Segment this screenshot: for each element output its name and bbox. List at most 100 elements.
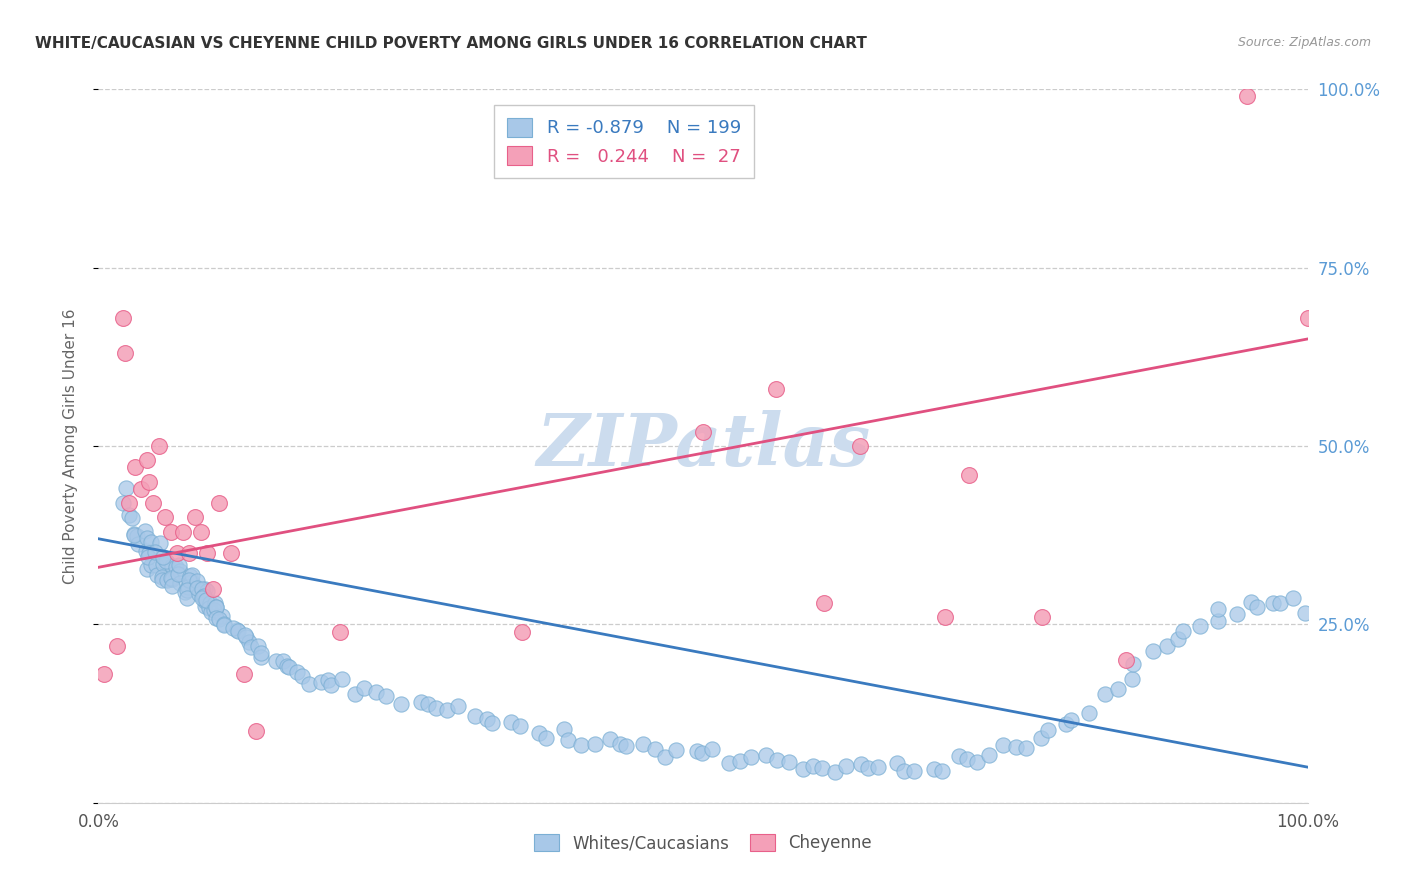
Point xyxy=(138,475,160,489)
Y-axis label: Child Poverty Among Girls Under 16: Child Poverty Among Girls Under 16 xyxy=(63,309,77,583)
Point xyxy=(922,762,945,776)
Text: WHITE/CAUCASIAN VS CHEYENNE CHILD POVERTY AMONG GIRLS UNDER 16 CORRELATION CHART: WHITE/CAUCASIAN VS CHEYENNE CHILD POVERT… xyxy=(35,36,868,51)
Point xyxy=(298,677,321,691)
Point xyxy=(436,703,458,717)
Point xyxy=(553,722,575,736)
Point xyxy=(1060,713,1083,727)
Point xyxy=(977,747,1000,762)
Point xyxy=(536,731,558,745)
Point xyxy=(118,508,141,522)
Point xyxy=(1294,606,1316,620)
Point xyxy=(187,587,209,601)
Point xyxy=(264,654,287,668)
Point xyxy=(849,757,872,772)
Point xyxy=(1121,672,1143,686)
Point xyxy=(993,738,1015,752)
Point xyxy=(718,756,741,770)
Point xyxy=(174,585,197,599)
Point xyxy=(226,624,249,639)
Point xyxy=(527,725,550,739)
Point xyxy=(966,756,988,770)
Point xyxy=(111,310,134,325)
Point xyxy=(1206,614,1229,628)
Point xyxy=(191,590,214,604)
Point xyxy=(190,524,212,539)
Point xyxy=(221,546,243,560)
Point xyxy=(135,562,157,576)
Point xyxy=(232,667,254,681)
Point xyxy=(957,467,980,482)
Point xyxy=(93,667,115,681)
Point xyxy=(139,558,162,573)
Point xyxy=(162,559,184,574)
Point xyxy=(195,583,218,598)
Point xyxy=(893,764,915,778)
Point xyxy=(180,575,202,590)
Point xyxy=(1094,687,1116,701)
Point xyxy=(184,510,207,524)
Point xyxy=(1173,624,1195,638)
Point xyxy=(160,579,183,593)
Point xyxy=(193,599,215,613)
Point xyxy=(409,695,432,709)
Point xyxy=(124,528,146,542)
Point xyxy=(179,568,201,582)
Point xyxy=(654,749,676,764)
Point xyxy=(1263,596,1285,610)
Point xyxy=(644,742,666,756)
Point xyxy=(692,425,714,439)
Point xyxy=(114,346,136,360)
Point xyxy=(765,382,787,396)
Point xyxy=(778,756,800,770)
Point xyxy=(145,558,167,573)
Point xyxy=(127,537,149,551)
Point xyxy=(810,761,832,775)
Text: ZIPatlas: ZIPatlas xyxy=(536,410,870,482)
Point xyxy=(375,689,398,703)
Point xyxy=(142,496,165,510)
Point xyxy=(501,714,523,729)
Point xyxy=(150,573,173,587)
Point xyxy=(112,496,135,510)
Point xyxy=(193,589,215,603)
Point xyxy=(353,681,375,695)
Point xyxy=(202,582,225,596)
Point xyxy=(1031,610,1053,624)
Point xyxy=(127,529,149,543)
Point xyxy=(204,596,226,610)
Point xyxy=(285,665,308,679)
Point xyxy=(1029,731,1052,745)
Point xyxy=(172,524,194,539)
Point xyxy=(214,616,236,631)
Point xyxy=(160,572,183,586)
Point xyxy=(1122,657,1144,671)
Point xyxy=(1015,740,1038,755)
Point xyxy=(152,558,174,572)
Point xyxy=(129,482,152,496)
Point xyxy=(208,612,231,626)
Point xyxy=(176,583,198,598)
Point xyxy=(177,580,200,594)
Point xyxy=(124,460,146,475)
Point xyxy=(1189,619,1212,633)
Point xyxy=(146,568,169,582)
Point xyxy=(1142,644,1164,658)
Point xyxy=(205,611,228,625)
Point xyxy=(122,527,145,541)
Point xyxy=(136,549,159,564)
Point xyxy=(165,560,187,574)
Point xyxy=(1078,706,1101,721)
Point xyxy=(271,654,294,668)
Point xyxy=(1240,595,1263,609)
Point xyxy=(1281,591,1303,605)
Point xyxy=(191,582,214,597)
Point xyxy=(181,568,204,582)
Point xyxy=(329,624,352,639)
Point xyxy=(167,566,190,581)
Point xyxy=(212,617,235,632)
Text: Source: ZipAtlas.com: Source: ZipAtlas.com xyxy=(1237,36,1371,49)
Point xyxy=(180,575,202,590)
Point xyxy=(118,496,141,510)
Point xyxy=(139,535,162,549)
Point xyxy=(205,599,228,614)
